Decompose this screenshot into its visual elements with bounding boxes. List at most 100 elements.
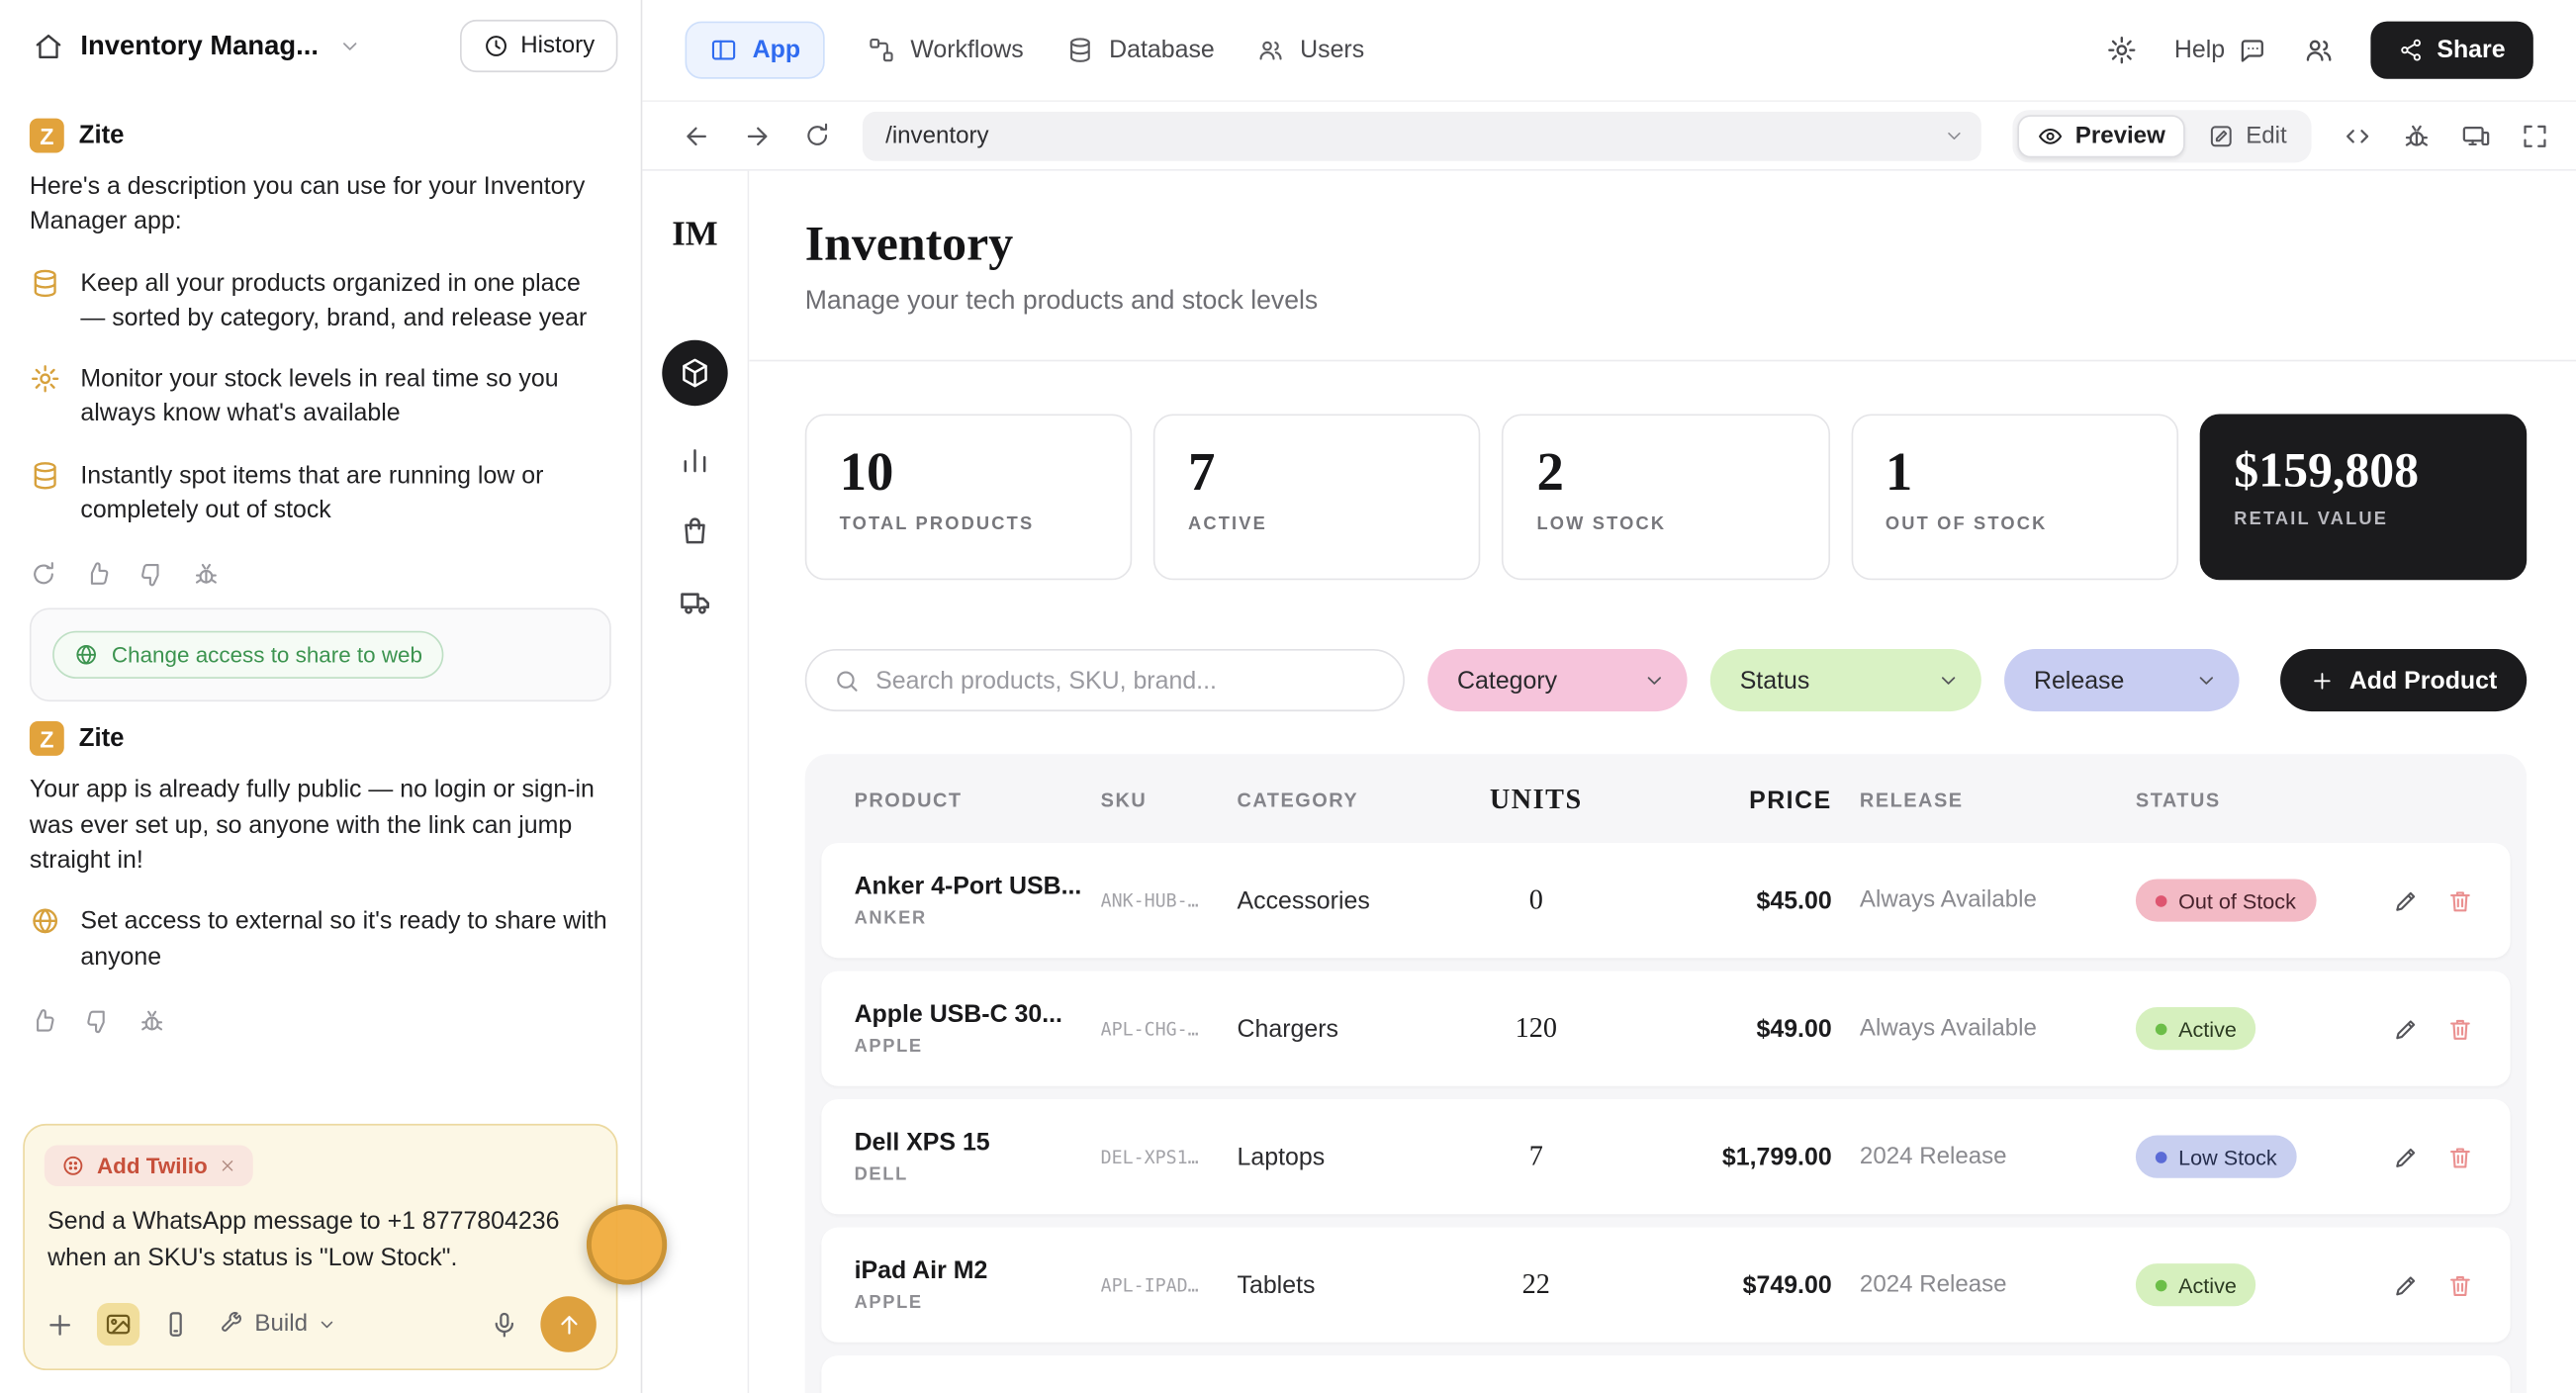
- page-subtitle: Manage your tech products and stock leve…: [804, 287, 1319, 316]
- back-button[interactable]: [682, 121, 711, 150]
- mic-button[interactable]: [490, 1310, 519, 1340]
- history-button[interactable]: History: [459, 19, 618, 73]
- code-view-button[interactable]: [2343, 121, 2372, 150]
- product-brand: ANKER: [854, 908, 927, 929]
- thumbs-up-button[interactable]: [84, 561, 112, 589]
- sidebar-item-shipping[interactable]: [678, 585, 712, 619]
- build-mode-selector[interactable]: Build: [219, 1311, 337, 1338]
- edit-label: Edit: [2246, 122, 2287, 149]
- tab-database[interactable]: Database: [1066, 37, 1215, 64]
- stat-value: 1: [1885, 443, 1913, 504]
- price-cell: $1,799.00: [1721, 1143, 1832, 1171]
- column-header-price: PRICE: [1749, 786, 1832, 814]
- fullscreen-button[interactable]: [2521, 121, 2550, 150]
- column-header-sku: SKU: [1100, 789, 1148, 812]
- status-dot: [2155, 1278, 2167, 1291]
- sku-cell: APL-CHG-…: [1100, 1017, 1199, 1040]
- send-button[interactable]: [540, 1296, 597, 1352]
- bug-icon: [2405, 124, 2428, 145]
- search-box[interactable]: [804, 648, 1405, 712]
- zite-logo: Z: [29, 118, 64, 153]
- project-title-dropdown[interactable]: [338, 35, 361, 57]
- price-cell: $45.00: [1756, 885, 1832, 915]
- url-bar[interactable]: [862, 111, 1982, 160]
- share-button[interactable]: Share: [2370, 21, 2533, 79]
- pencil-icon: [2396, 1019, 2416, 1039]
- delete-row-button[interactable]: [2446, 1271, 2474, 1299]
- units-cell: 7: [1528, 1140, 1543, 1172]
- sidebar-item-orders[interactable]: [679, 514, 711, 547]
- message-sender: Z Zite: [29, 118, 611, 153]
- chat-composer[interactable]: Add Twilio Send a WhatsApp message to +1…: [23, 1124, 618, 1371]
- url-dropdown[interactable]: [1944, 125, 1966, 146]
- twilio-icon: [63, 1157, 83, 1176]
- pencil-icon: [2396, 1275, 2416, 1295]
- regenerate-button[interactable]: [30, 561, 57, 589]
- people-icon: [2307, 40, 2332, 61]
- edit-square-icon: [2210, 125, 2232, 146]
- truck-icon: [680, 593, 709, 614]
- table-row: Apple USB-C 30... APPLE APL-CHG-… Charge…: [821, 971, 2511, 1086]
- remove-tag-button[interactable]: [219, 1158, 236, 1175]
- tab-workflows[interactable]: Workflows: [868, 37, 1024, 64]
- status-filter[interactable]: Status: [1709, 648, 1981, 712]
- change-access-chip[interactable]: Change access to share to web: [52, 631, 444, 680]
- debug-button[interactable]: [2402, 121, 2432, 150]
- edit-row-button[interactable]: [2392, 1014, 2420, 1042]
- sku-cell: ANK-HUB-…: [1100, 889, 1199, 911]
- mode-switcher: Preview Edit: [2012, 109, 2312, 162]
- edit-row-button[interactable]: [2392, 886, 2420, 914]
- edit-mode-button[interactable]: Edit: [2188, 114, 2307, 156]
- tab-users[interactable]: Users: [1257, 37, 1364, 64]
- add-product-button[interactable]: Add Product: [2280, 648, 2528, 712]
- refresh-button[interactable]: [803, 122, 831, 149]
- home-button[interactable]: [33, 31, 64, 62]
- delete-row-button[interactable]: [2446, 1143, 2474, 1170]
- forward-button[interactable]: [743, 121, 773, 150]
- sidebar-item-inventory[interactable]: [662, 339, 728, 407]
- sidebar-item-analytics[interactable]: [679, 443, 711, 476]
- device-tool-button[interactable]: [161, 1310, 191, 1340]
- image-tool-button[interactable]: [96, 1302, 140, 1347]
- page-title: Inventory: [804, 217, 1014, 272]
- bullet-text: Monitor your stock levels in real time s…: [80, 364, 559, 428]
- search-input[interactable]: [875, 666, 1377, 695]
- thumbs-up-button[interactable]: [30, 1007, 57, 1035]
- thumbs-down-button[interactable]: [138, 561, 166, 589]
- chevron-down-icon: [1647, 677, 1662, 685]
- thumbs-down-button[interactable]: [84, 1007, 112, 1035]
- database-icon: [1070, 38, 1090, 62]
- delete-row-button[interactable]: [2446, 886, 2474, 914]
- stats-row: 10 TOTAL PRODUCTS 7 ACTIVE 2 LOW STOCK 1…: [749, 361, 2576, 581]
- url-input[interactable]: [885, 122, 1931, 149]
- edit-row-button[interactable]: [2392, 1271, 2420, 1299]
- message-text: Here's a description you can use for you…: [29, 172, 586, 235]
- globe-icon: [76, 645, 96, 666]
- add-twilio-tag[interactable]: Add Twilio: [44, 1146, 254, 1187]
- filter-row: Category Status Release Add Product: [749, 580, 2576, 712]
- responsive-view-button[interactable]: [2461, 121, 2491, 150]
- help-button[interactable]: Help: [2174, 36, 2267, 65]
- edit-row-button[interactable]: [2392, 1143, 2420, 1170]
- sender-name: Zite: [78, 724, 125, 753]
- status-dot: [2155, 894, 2167, 906]
- tab-app[interactable]: App: [685, 21, 825, 79]
- chevron-down-icon: [2199, 677, 2214, 685]
- status-cell: Low Stock: [2135, 1135, 2333, 1178]
- delete-row-button[interactable]: [2446, 1014, 2474, 1042]
- gear-icon: [31, 365, 59, 393]
- category-filter[interactable]: Category: [1427, 648, 1688, 712]
- report-bug-button[interactable]: [192, 561, 220, 589]
- message-sender: Z Zite: [29, 721, 611, 757]
- members-button[interactable]: [2304, 35, 2336, 66]
- thumbs-down-icon: [87, 1010, 105, 1033]
- package-icon: [683, 358, 707, 388]
- report-bug-button[interactable]: [138, 1007, 166, 1035]
- release-filter[interactable]: Release: [2004, 648, 2240, 712]
- wrench-icon: [222, 1312, 242, 1332]
- change-access-label: Change access to share to web: [111, 642, 423, 668]
- composer-input[interactable]: Send a WhatsApp message to +1 8777804236…: [47, 1208, 560, 1271]
- attach-button[interactable]: [45, 1309, 76, 1341]
- preview-mode-button[interactable]: Preview: [2017, 114, 2185, 157]
- settings-button[interactable]: [2107, 35, 2139, 66]
